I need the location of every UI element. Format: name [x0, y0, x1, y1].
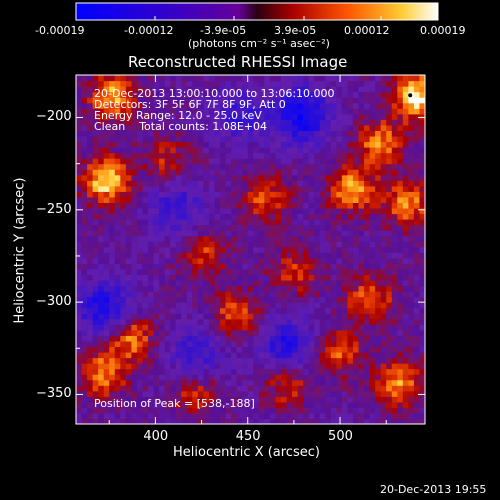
x-tick-label: 500 [328, 429, 353, 444]
y-tick-label: −200 [36, 109, 72, 125]
info-line-energy: Energy Range: 12.0 - 25.0 keV [94, 109, 262, 122]
x-tick-label: 450 [235, 429, 261, 444]
y-tick-label: −350 [36, 386, 72, 402]
peak-position-text: Position of Peak = [538,-188] [94, 397, 255, 410]
colorbar-tick-label: 3.9e-05 [274, 24, 317, 37]
x-tick-label: 400 [143, 429, 169, 444]
x-axis-label: Heliocentric X (arcsec) [173, 445, 320, 460]
colorbar-tick-label: -0.00019 [35, 24, 85, 37]
heatmap-image [76, 75, 425, 424]
colorbar-tick-label: 0.00012 [344, 24, 390, 37]
y-tick-label: −250 [36, 201, 72, 217]
colorbar-tick-label: -3.9e-05 [200, 24, 247, 37]
colorbar-tick-label: 0.00019 [420, 24, 466, 37]
y-tick-label: −300 [36, 294, 72, 310]
colorbar-gradient [75, 2, 439, 21]
info-line-clean: Clean Total counts: 1.08E+04 [94, 120, 268, 133]
plot-title: Reconstructed RHESSI Image [128, 53, 348, 71]
colorbar-units: (photons cm⁻² s⁻¹ asec⁻²) [188, 37, 330, 50]
y-axis-label: Heliocentric Y (arcsec) [12, 177, 28, 324]
info-line-time: 20-Dec-2013 13:00:10.000 to 13:06:10.000 [94, 87, 335, 100]
peak-marker [408, 93, 413, 98]
plot-frame [75, 74, 426, 425]
timestamp: 20-Dec-2013 19:55 [380, 483, 487, 496]
info-line-detectors: Detectors: 3F 5F 6F 7F 8F 9F, Att 0 [94, 98, 286, 111]
colorbar [75, 2, 439, 21]
colorbar-tick-label: -0.00012 [124, 24, 174, 37]
